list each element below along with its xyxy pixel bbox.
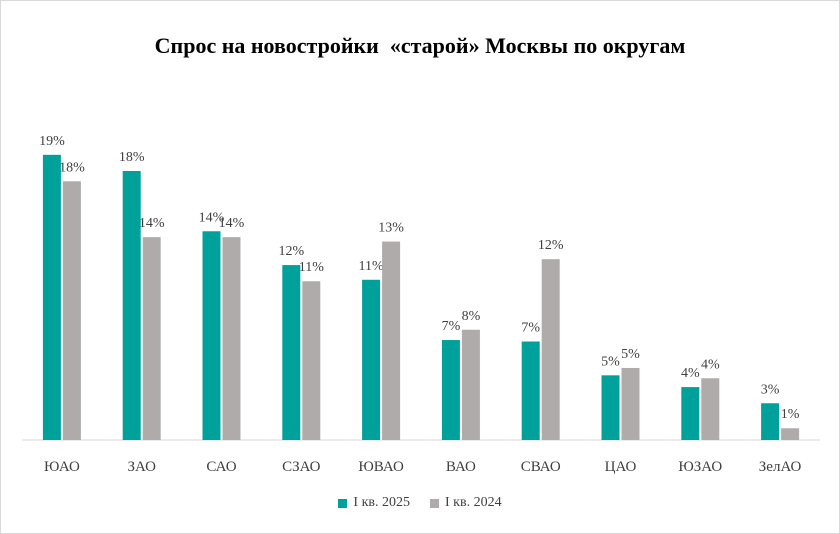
x-tick-label: СЗАО (282, 459, 321, 475)
data-label-2024: 13% (378, 221, 404, 236)
x-tick-label: СВАО (521, 459, 561, 475)
data-label-2025: 7% (442, 319, 461, 334)
data-label-2025: 5% (601, 354, 620, 369)
bar-2025 (441, 340, 460, 440)
legend-label-2025: I кв. 2025 (353, 495, 410, 510)
bar-2025 (761, 403, 780, 440)
data-label-2025: 18% (119, 150, 145, 165)
bar-2025 (122, 170, 141, 441)
data-label-2025: 14% (199, 210, 225, 225)
x-tick-label: ВАО (446, 459, 476, 475)
bar-2025 (601, 375, 620, 440)
data-label-2025: 3% (761, 382, 780, 397)
x-tick-label: ЦАО (605, 459, 637, 475)
bar-2025 (681, 387, 700, 440)
bar-2024 (382, 241, 401, 440)
bar-2024 (461, 329, 480, 440)
legend-item-2024: I кв. 2024 (430, 495, 502, 511)
bar-2024 (302, 281, 321, 440)
bar-2024 (142, 237, 161, 440)
data-label-2025: 4% (681, 366, 700, 381)
x-tick-label: ЗелАО (759, 459, 802, 475)
bar-2025 (521, 341, 540, 440)
bar-2025 (282, 265, 301, 440)
bar-2024 (541, 259, 560, 440)
legend-swatch-2024 (430, 498, 439, 508)
x-tick-label: ЮВАО (358, 459, 404, 475)
bar-2024 (621, 367, 640, 440)
bar-2025 (202, 231, 221, 440)
data-label-2024: 18% (59, 160, 85, 175)
data-label-2025: 7% (521, 321, 540, 336)
legend-item-2025: I кв. 2025 (338, 495, 410, 511)
bar-2024 (222, 237, 241, 440)
data-label-2024: 11% (299, 260, 324, 275)
x-tick-label: ЮАО (44, 459, 80, 475)
data-label-2024: 8% (462, 309, 481, 324)
data-label-2025: 19% (39, 134, 65, 149)
bar-2025 (42, 154, 61, 440)
x-tick-label: ЮЗАО (678, 459, 722, 475)
legend-label-2024: I кв. 2024 (445, 495, 502, 510)
bar-2024 (781, 428, 800, 440)
data-label-2024: 1% (781, 407, 800, 422)
data-label-2025: 11% (359, 259, 384, 274)
x-tick-label: ЗАО (127, 459, 156, 475)
data-label-2024: 5% (621, 347, 640, 362)
bar-2024 (701, 378, 720, 440)
data-label-2024: 14% (139, 216, 165, 231)
x-tick-label: САО (206, 459, 236, 475)
data-label-2024: 4% (701, 357, 720, 372)
chart-legend: I кв. 2025 I кв. 2024 (0, 495, 840, 511)
data-label-2025: 12% (278, 244, 304, 259)
data-label-2024: 12% (538, 238, 564, 253)
bar-2025 (362, 279, 381, 440)
legend-swatch-2025 (338, 498, 348, 508)
chart-title: Спрос на новостройки «старой» Москвы по … (154, 33, 686, 58)
bar-2024 (62, 181, 81, 440)
data-label-2024: 14% (219, 216, 245, 231)
